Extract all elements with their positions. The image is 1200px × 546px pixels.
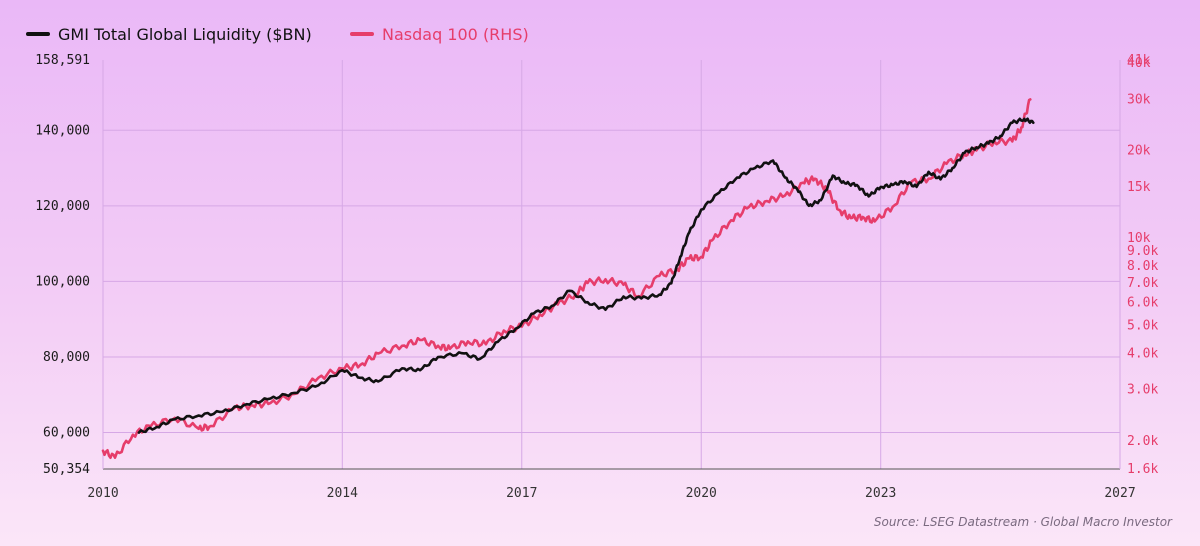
x-tick-label: 2023 [865,486,896,501]
y-right-tick-label: 30k [1127,92,1151,107]
y-left-tick-label: 50,354 [43,462,90,477]
y-left-tick-label: 158,591 [35,53,90,68]
y-right-tick-label: 9.0k [1127,244,1158,259]
legend: GMI Total Global Liquidity ($BN) Nasdaq … [26,25,529,44]
y-right-tick-label: 40k [1127,56,1151,71]
x-tick-label: 2020 [686,486,717,501]
legend-label-nasdaq: Nasdaq 100 (RHS) [382,25,529,44]
y-right-tick-label: 7.0k [1127,276,1158,291]
y-right-tick-label: 5.0k [1127,318,1158,333]
series-line-liquidity [137,117,1035,434]
x-tick-label: 2027 [1104,486,1135,501]
y-left-tick-label: 80,000 [43,350,90,365]
y-right-tick-label: 4.0k [1127,346,1158,361]
y-right-tick-label: 15k [1127,180,1151,195]
y-right-tick-label: 2.0k [1127,434,1158,449]
y-right-tick-label: 41k [1127,53,1151,68]
legend-label-liquidity: GMI Total Global Liquidity ($BN) [58,25,312,44]
y-left-tick-label: 140,000 [35,123,90,138]
y-left-tick-label: 100,000 [35,274,90,289]
y-right-tick-label: 6.0k [1127,295,1158,310]
y-right-tick-label: 20k [1127,144,1151,159]
y-right-tick-label: 1.6k [1127,462,1158,477]
y-left-tick-label: 120,000 [35,199,90,214]
source-note: Source: LSEG Datastream · Global Macro I… [874,515,1173,529]
y-left-tick-label: 60,000 [43,426,90,441]
series-layer [101,98,1035,459]
x-tick-label: 2010 [87,486,118,501]
y-right-tick-label: 8.0k [1127,259,1158,274]
series-line-nasdaq [101,98,1032,459]
axes: 2010 2014 2017 2020 2023 2027 50,354 60,000 80,0… [35,53,1158,501]
grid [102,60,1121,469]
x-tick-label: 2014 [327,486,358,501]
y-right-tick-label: 3.0k [1127,383,1158,398]
y-right-tick-label: 10k [1127,231,1151,246]
x-tick-label: 2017 [506,486,537,501]
